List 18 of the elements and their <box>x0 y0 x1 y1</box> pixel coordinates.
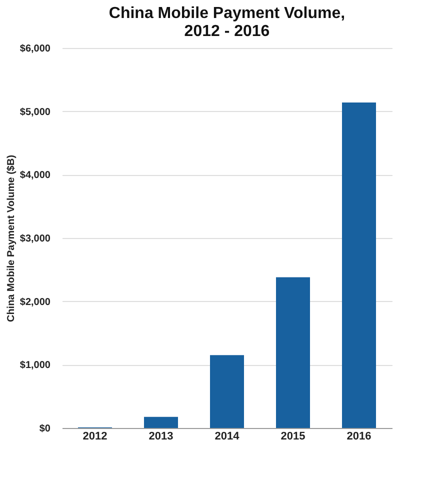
y-tick-label: $6,000 <box>20 44 51 54</box>
bar <box>210 355 244 428</box>
x-tick-label: 2016 <box>346 430 372 442</box>
chart-title: China Mobile Payment Volume, 2012 - 2016 <box>108 5 346 40</box>
y-tick-label: $4,000 <box>20 170 51 182</box>
y-tick-label: $5,000 <box>20 106 51 118</box>
bar <box>144 416 178 428</box>
y-tick-label: $0 <box>39 424 51 434</box>
x-tick-label: 2014 <box>214 430 240 442</box>
y-tick-label: $1,000 <box>20 360 51 372</box>
bar <box>342 102 376 428</box>
x-tick-label: 2013 <box>148 430 174 442</box>
x-tick-label: 2015 <box>280 430 306 442</box>
y-tick-label: $3,000 <box>20 234 51 244</box>
bar <box>276 277 310 428</box>
y-axis-title: China Mobile Payment Volume ($B) <box>6 154 17 322</box>
x-tick-label: 2012 <box>82 430 108 442</box>
y-tick-label: $2,000 <box>20 296 51 308</box>
